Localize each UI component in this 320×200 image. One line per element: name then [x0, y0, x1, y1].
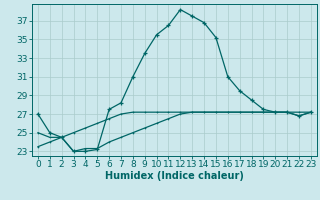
X-axis label: Humidex (Indice chaleur): Humidex (Indice chaleur) [105, 171, 244, 181]
